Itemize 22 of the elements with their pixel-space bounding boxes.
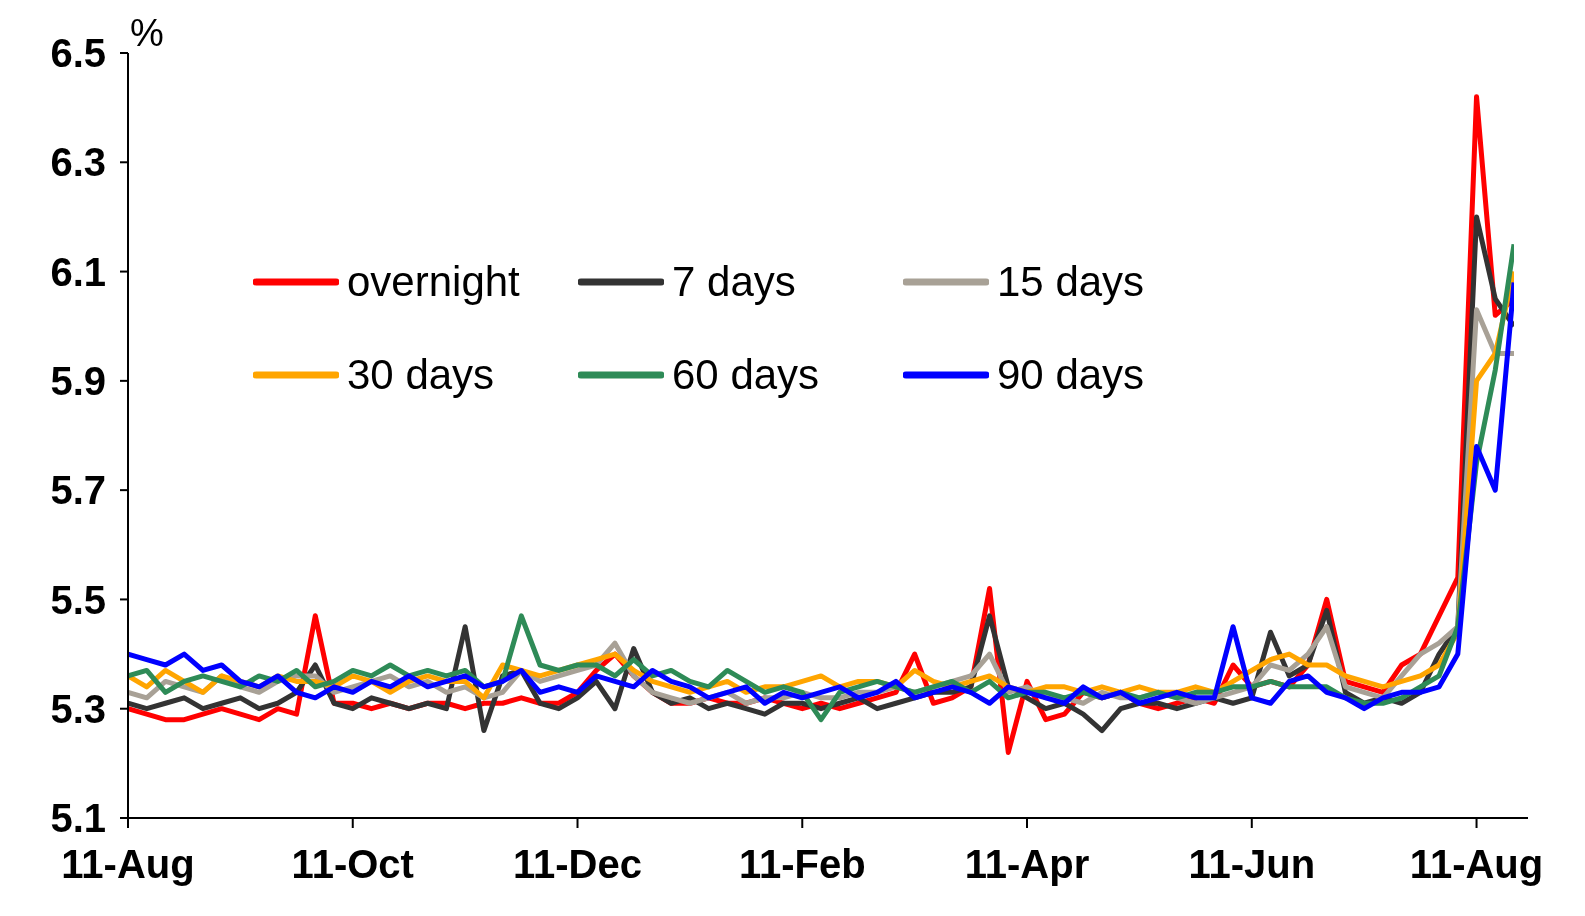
y-tick-label: 5.9 (50, 359, 106, 404)
x-tick-label: 11-Apr (964, 842, 1090, 887)
legend-label: 60 days (672, 351, 820, 399)
y-tick-label: 5.1 (50, 796, 106, 841)
legend-label: 90 days (997, 351, 1145, 399)
x-tick-label: 11-Jun (1188, 842, 1316, 887)
x-tick-label: 11-Aug (1409, 842, 1544, 887)
y-tick-label: 6.3 (50, 140, 106, 185)
legend-label: 30 days (347, 351, 495, 399)
y-tick-label: 5.5 (50, 577, 106, 622)
legend-label: 7 days (672, 258, 796, 306)
y-tick-label: 6.1 (50, 249, 106, 294)
x-tick-label: 11-Oct (291, 842, 414, 887)
y-tick-label: 6.5 (50, 31, 106, 76)
x-tick-label: 11-Feb (738, 842, 866, 887)
legend-label: overnight (347, 258, 520, 306)
x-tick-label: 11-Dec (513, 842, 643, 887)
y-tick-label: 5.7 (50, 468, 106, 513)
y-axis-title: % (130, 12, 164, 55)
y-tick-label: 5.3 (50, 686, 106, 731)
x-tick-label: 11-Aug (61, 842, 195, 887)
legend-label: 15 days (997, 258, 1145, 306)
